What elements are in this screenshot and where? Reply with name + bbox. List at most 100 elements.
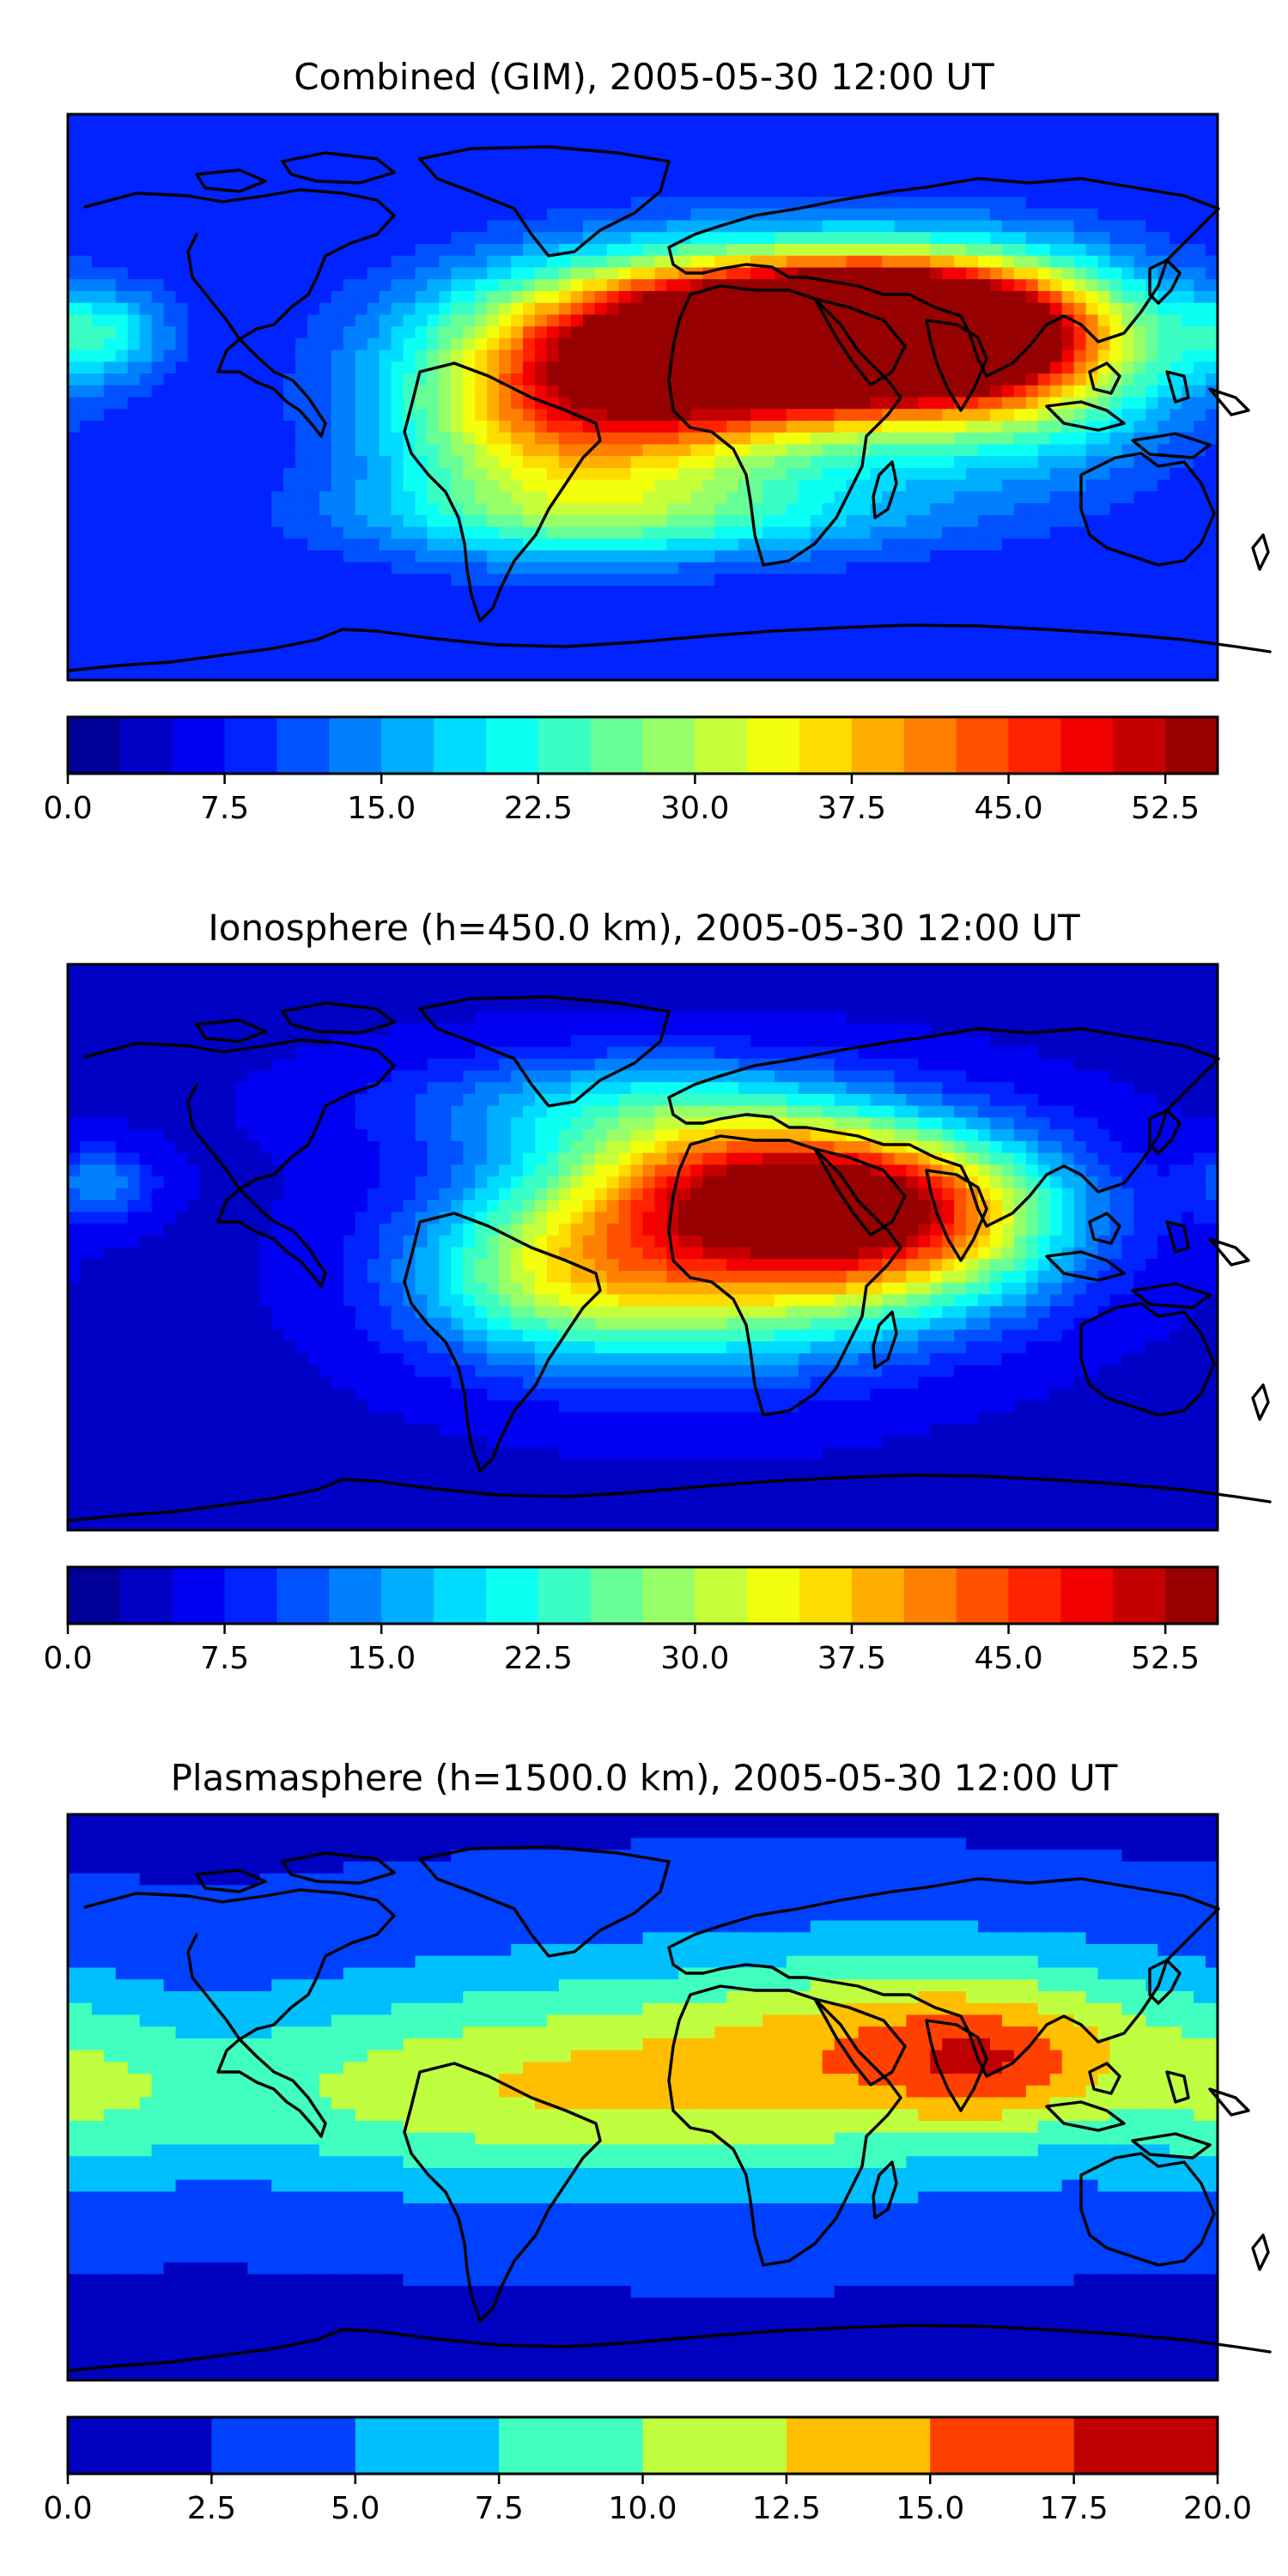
heat-cell: [1085, 349, 1099, 362]
heat-cell: [1073, 633, 1087, 646]
heat-cell: [259, 999, 272, 1012]
heat-cell: [223, 467, 236, 481]
heat-cell: [654, 409, 667, 422]
heat-cell: [151, 987, 165, 1000]
heat-cell: [534, 538, 548, 551]
heat-cell: [642, 125, 656, 139]
heat-cell: [570, 574, 584, 586]
heat-cell: [1013, 456, 1027, 469]
heat-cell: [475, 161, 488, 174]
heat-cell: [534, 456, 548, 469]
heat-cell: [726, 503, 739, 516]
heat-cell: [882, 290, 896, 304]
heat-cell: [1182, 964, 1194, 977]
heat-cell: [175, 137, 189, 150]
heat-cell: [630, 161, 644, 174]
heat-cell: [1182, 656, 1194, 669]
heat-cell: [331, 467, 344, 481]
heat-cell: [271, 302, 284, 315]
heat-cell: [499, 349, 512, 362]
heat-cell: [738, 621, 751, 634]
heat-cell: [439, 290, 452, 304]
heat-cell: [642, 562, 656, 575]
heat-cell: [989, 668, 1003, 681]
heat-cell: [942, 491, 955, 504]
heat-cell: [930, 374, 943, 386]
heat-cell: [906, 467, 919, 481]
heat-cell: [1025, 964, 1039, 977]
heat-cell: [942, 432, 955, 446]
heat-cell: [966, 255, 979, 269]
heat-cell: [954, 562, 967, 575]
heat-cell: [546, 374, 560, 386]
heat-cell: [187, 964, 201, 977]
heat-cell: [534, 621, 548, 634]
heat-cell: [534, 597, 548, 611]
heat-cell: [163, 232, 177, 245]
heat-cell: [1013, 326, 1027, 339]
heat-cell: [127, 314, 141, 327]
heat-cell: [295, 197, 308, 210]
heat-cell: [594, 975, 608, 989]
heat-cell: [570, 361, 584, 374]
heat-cell: [391, 550, 404, 563]
heat-cell: [199, 633, 212, 646]
heat-cell: [475, 409, 488, 422]
heat-cell: [68, 173, 81, 185]
heat-cell: [439, 125, 452, 139]
heat-cell: [127, 220, 141, 233]
heat-cell: [834, 220, 848, 233]
heat-cell: [798, 609, 811, 622]
heat-cell: [918, 633, 931, 646]
heat-cell: [690, 244, 703, 257]
heat-cell: [798, 586, 811, 598]
heat-cell: [475, 964, 488, 977]
heat-cell: [810, 432, 823, 446]
heat-cell: [846, 633, 860, 646]
heat-cell: [1085, 964, 1099, 977]
heat-cell: [1194, 397, 1206, 410]
heat-cell: [1206, 479, 1218, 492]
heat-cell: [570, 232, 584, 245]
heat-cell: [451, 444, 464, 457]
heat-cell: [127, 302, 141, 315]
heat-cell: [774, 161, 787, 174]
heat-cell: [499, 432, 512, 446]
heat-cell: [403, 161, 416, 174]
heat-cell: [774, 644, 787, 658]
heat-cell: [858, 125, 872, 139]
heat-cell: [774, 479, 787, 492]
heat-cell: [786, 456, 799, 469]
heat-cell: [415, 420, 428, 434]
heat-cell: [343, 621, 356, 634]
heat-cell: [870, 279, 884, 292]
heat-cell: [1145, 609, 1158, 622]
heat-cell: [1049, 656, 1063, 669]
heat-cell: [139, 420, 153, 434]
heat-cell: [822, 633, 835, 646]
heat-cell: [451, 137, 464, 150]
heat-cell: [1061, 125, 1075, 139]
heat-cell: [403, 574, 416, 586]
heat-cell: [1170, 114, 1182, 127]
heat-cell: [379, 621, 392, 634]
heat-cell: [319, 374, 332, 386]
heat-cell: [103, 125, 117, 139]
heat-cell: [175, 550, 189, 563]
heat-cell: [798, 668, 811, 681]
heat-cell: [343, 597, 356, 611]
heat-cell: [630, 255, 644, 269]
heat-cell: [1121, 374, 1134, 386]
heat-cell: [846, 586, 860, 598]
heat-cell: [175, 161, 189, 174]
heat-cell: [870, 562, 884, 575]
heat-cell: [523, 374, 536, 386]
heat-cell: [343, 491, 356, 504]
heat-cell: [906, 621, 919, 634]
heat-cell: [163, 456, 177, 469]
heat-cell: [1182, 586, 1194, 598]
heat-cell: [523, 397, 536, 410]
heat-cell: [319, 279, 332, 292]
heat-cell: [1194, 361, 1206, 374]
heat-cell: [247, 586, 260, 598]
